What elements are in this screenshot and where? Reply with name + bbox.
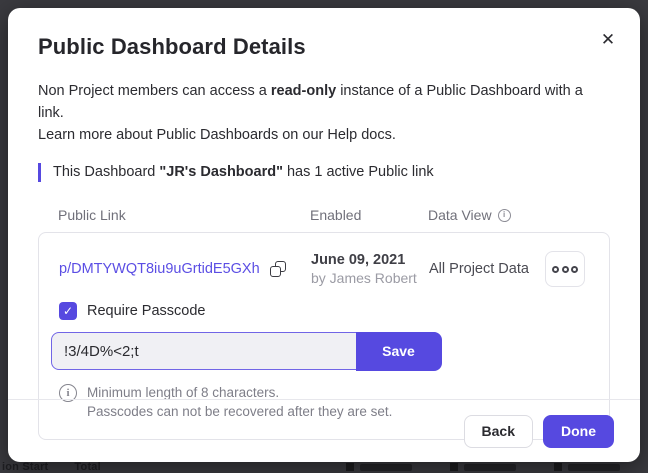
public-link-card: p/DMTYWQT8iu9uGrtidE5GXh June 09, 2021 b… — [38, 232, 610, 440]
ellipsis-icon — [552, 265, 559, 273]
intro-line1-pre: Non Project members can access a — [38, 83, 271, 99]
column-header-data-view-label: Data View — [428, 207, 492, 223]
column-header-public-link: Public Link — [58, 207, 126, 223]
legend-chip — [554, 463, 620, 471]
modal-title: Public Dashboard Details — [38, 34, 306, 59]
require-passcode-label: Require Passcode — [87, 303, 206, 319]
copy-icon[interactable] — [269, 261, 286, 277]
intro-line2: Learn more about Public Dashboards on ou… — [38, 127, 396, 143]
legend-chip — [450, 463, 516, 471]
background-partial-text: ion Start Total — [2, 461, 127, 473]
callout-dashboard-name: "JR's Dashboard" — [159, 164, 283, 180]
public-dashboard-details-modal: ✕ Public Dashboard Details Non Project m… — [8, 8, 640, 462]
passcode-note-text: Minimum length of 8 characters. Passcode… — [87, 383, 392, 421]
info-icon: i — [59, 384, 77, 402]
data-view-value: All Project Data — [429, 261, 529, 277]
back-button[interactable]: Back — [463, 414, 533, 448]
enabled-by: by James Robert — [311, 270, 417, 286]
legend-blur — [568, 463, 620, 471]
legend-blur — [360, 463, 412, 471]
callout-pre: This Dashboard — [53, 164, 160, 180]
callout-post: has 1 active Public link — [282, 164, 434, 180]
passcode-input[interactable] — [52, 333, 352, 369]
legend-swatch — [554, 463, 562, 471]
data-view-info-icon[interactable]: i — [497, 208, 511, 222]
table-row: p/DMTYWQT8iu9uGrtidE5GXh June 09, 2021 b… — [39, 233, 609, 287]
intro-line1-post: instance of a Public Dashboard with a li… — [38, 83, 583, 121]
note-line1: Minimum length of 8 characters. — [87, 385, 280, 400]
done-button[interactable]: Done — [543, 414, 614, 448]
legend-swatch — [346, 463, 354, 471]
require-passcode-row: ✓ Require Passcode — [59, 302, 609, 320]
close-icon[interactable]: ✕ — [594, 26, 622, 54]
column-header-data-view: Data View i — [428, 207, 546, 223]
modal-footer: Back Done — [8, 399, 640, 462]
passcode-note: i Minimum length of 8 characters. Passco… — [59, 383, 609, 439]
require-passcode-checkbox[interactable]: ✓ — [59, 302, 77, 320]
legend-chip — [346, 463, 412, 471]
save-button[interactable]: Save — [355, 331, 442, 371]
background-page-strip: ion Start Total — [0, 461, 648, 473]
note-line2: Passcodes can not be recovered after the… — [87, 404, 393, 419]
enabled-date: June 09, 2021 — [311, 252, 406, 268]
intro-text: Non Project members can access a read-on… — [38, 80, 610, 146]
intro-read-only-bold: read-only — [270, 83, 337, 99]
enabled-cell: June 09, 2021 by James Robert — [311, 252, 429, 286]
legend-swatch — [450, 463, 458, 471]
background-chart-legend — [346, 463, 620, 471]
public-link[interactable]: p/DMTYWQT8iu9uGrtidE5GXh — [59, 261, 260, 277]
passcode-input-group: Save — [51, 331, 442, 371]
active-link-callout: This Dashboard "JR's Dashboard" has 1 ac… — [38, 163, 610, 182]
public-link-cell: p/DMTYWQT8iu9uGrtidE5GXh — [59, 261, 311, 277]
background-text-fragment: ion Start — [2, 461, 49, 473]
background-text-fragment: Total — [74, 461, 101, 473]
legend-blur — [464, 463, 516, 471]
table-header-row: Public Link Enabled Data View i — [38, 207, 610, 223]
more-options-button[interactable] — [545, 251, 585, 287]
column-header-enabled: Enabled — [310, 207, 362, 223]
